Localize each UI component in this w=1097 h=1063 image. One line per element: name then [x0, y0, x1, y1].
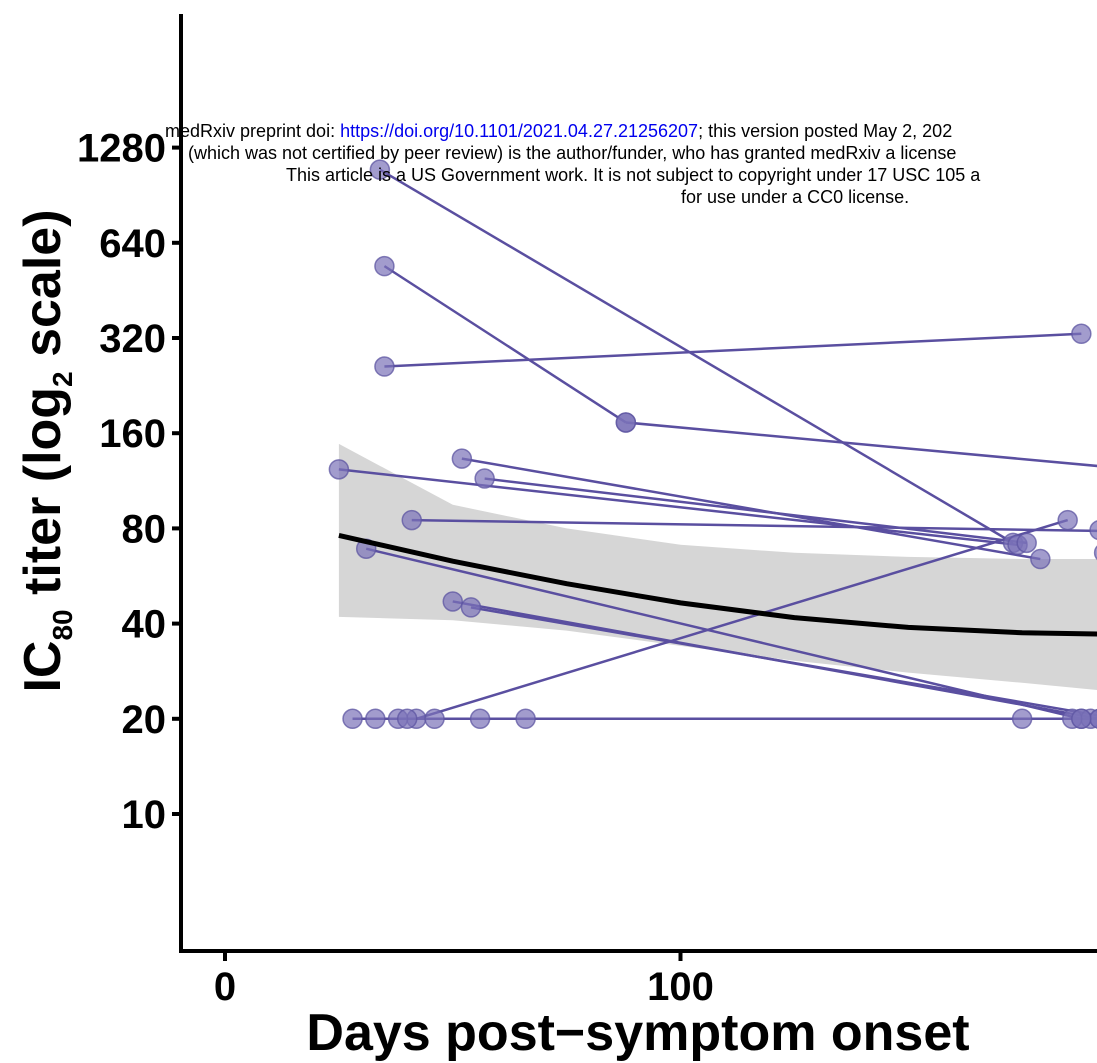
y-tick-label: 10: [122, 793, 167, 837]
y-axis-title-subscript: 2: [47, 371, 78, 387]
y-tick-label: 160: [99, 412, 166, 456]
data-point: [515, 708, 536, 730]
svg-text:medRxiv preprint doi: https://: medRxiv preprint doi: https://doi.org/10…: [165, 121, 952, 141]
y-tick-label: 640: [99, 222, 166, 266]
x-ticks: 0100200300: [214, 951, 714, 1009]
data-point: [615, 412, 637, 433]
fit-curve-layer: [338, 532, 1097, 637]
notice-line-2: (which was not certified by peer review)…: [188, 143, 956, 163]
confidence-band-layer: [338, 443, 1097, 691]
data-point: [460, 597, 482, 618]
y-axis-title: IC80 titer (log2 scale): [14, 209, 78, 692]
subject-line: [338, 468, 1018, 547]
data-point: [1057, 509, 1078, 531]
points-layer: [328, 159, 1097, 730]
notice-line-3: This article is a US Government work. It…: [286, 165, 981, 185]
notice-doi-link: https://doi.org/10.1101/2021.04.27.21256…: [340, 121, 698, 141]
data-point: [1093, 545, 1097, 561]
data-point: [374, 356, 395, 377]
subject-line: [384, 332, 1082, 368]
data-point: [401, 509, 423, 531]
data-point: [474, 468, 495, 489]
y-ticks: 10 20 40 80 160 320 640 1280: [77, 127, 181, 837]
subject-line: [470, 606, 1097, 717]
y-axis-title-part: IC: [14, 641, 72, 693]
y-tick-label: 40: [122, 603, 167, 647]
data-point: [442, 591, 463, 612]
data-point: [469, 708, 491, 730]
y-tick-label: 320: [99, 317, 166, 361]
y-axis-title-subscript: 80: [47, 609, 78, 640]
subject-line: [461, 457, 1041, 561]
subject-line: [484, 477, 1027, 545]
subject-line: [383, 265, 627, 424]
subject-line: [365, 547, 1082, 721]
confidence-band: [338, 443, 1097, 691]
data-point: [328, 459, 350, 480]
x-tick-label: 0: [214, 965, 236, 1009]
y-axis-title-part: titer (log: [14, 387, 72, 609]
data-point: [1030, 548, 1051, 570]
notice-suffix: ; this version posted May 2, 202: [698, 121, 952, 141]
data-point: [424, 708, 445, 730]
y-axis-title-part: scale): [14, 209, 72, 371]
subject-line: [415, 518, 1069, 720]
data-point: [365, 708, 386, 730]
data-point: [1089, 520, 1097, 541]
data-point: [1011, 708, 1033, 730]
notice-prefix: medRxiv preprint doi:: [165, 121, 340, 141]
y-tick-label: 1280: [77, 127, 166, 171]
y-tick-label: 80: [122, 507, 167, 551]
y-tick-label: 20: [122, 698, 167, 742]
data-point: [1071, 323, 1092, 345]
preprint-notice: medRxiv preprint doi: https://doi.org/10…: [165, 121, 981, 207]
subject-line: [625, 421, 1097, 468]
data-point: [374, 255, 395, 277]
data-point: [369, 159, 391, 180]
data-point: [451, 448, 473, 469]
data-point: [1016, 532, 1037, 554]
x-axis-title: Days post−symptom onset: [306, 1004, 969, 1062]
subject-lines-layer: [338, 168, 1097, 721]
data-point: [396, 708, 418, 730]
notice-line-4: for use under a CC0 license.: [681, 187, 909, 207]
data-point: [1071, 708, 1092, 730]
data-point: [342, 708, 363, 730]
fit-curve: [338, 532, 1097, 637]
subject-line: [379, 168, 1014, 544]
x-tick-label: 100: [647, 965, 714, 1009]
